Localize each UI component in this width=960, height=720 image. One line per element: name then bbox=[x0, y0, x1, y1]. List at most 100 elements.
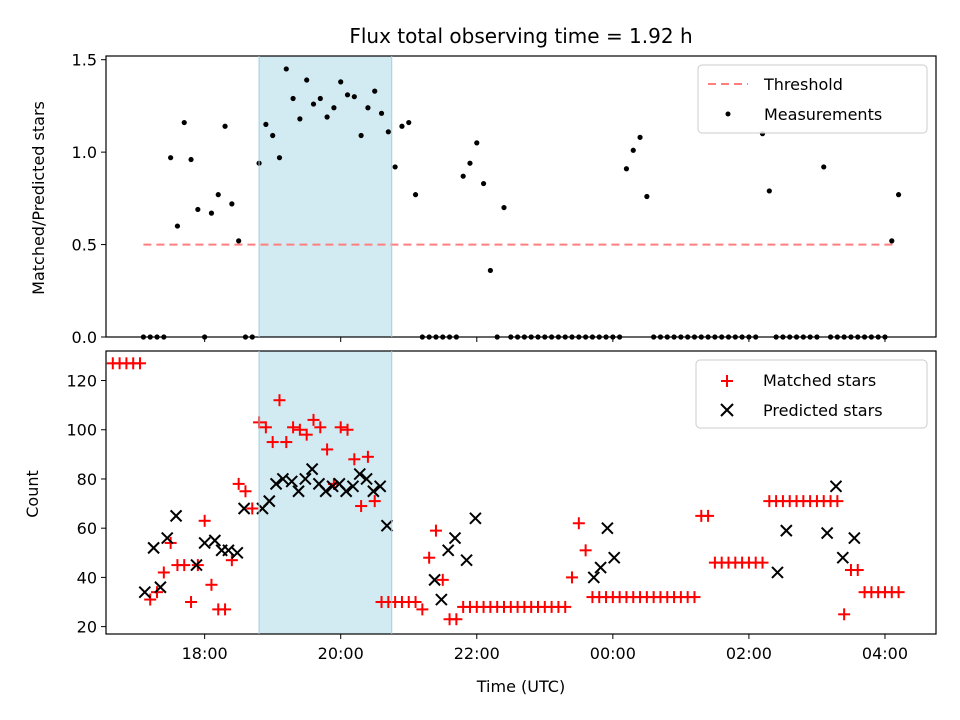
matched-star-point bbox=[293, 423, 306, 436]
predicted-star-point bbox=[326, 480, 339, 493]
predicted-star-point bbox=[154, 581, 167, 594]
measurement-point bbox=[399, 123, 405, 129]
matched-star-point bbox=[198, 514, 211, 527]
matched-star-point bbox=[314, 421, 327, 434]
y-tick-label: 20 bbox=[77, 618, 97, 637]
predicted-star-point bbox=[276, 472, 290, 486]
y-tick-label: 120 bbox=[66, 372, 97, 391]
matched-star-point bbox=[225, 554, 238, 567]
measurement-point bbox=[766, 188, 772, 194]
predicted-star-point bbox=[441, 544, 455, 557]
measurement-point bbox=[637, 134, 643, 140]
x-tick-label: 20:00 bbox=[318, 644, 364, 663]
measurement-point bbox=[236, 238, 242, 244]
predicted-star-point bbox=[587, 571, 601, 584]
predicted-star-point bbox=[360, 472, 373, 486]
matched-star-point bbox=[280, 436, 293, 449]
matched-star-point bbox=[239, 485, 252, 498]
y-tick-label: 40 bbox=[77, 568, 97, 587]
measurement-point bbox=[378, 110, 385, 116]
measurement-point bbox=[215, 192, 221, 198]
predicted-star-point bbox=[380, 519, 394, 532]
matched-star-point bbox=[232, 477, 245, 490]
y-tick-label: 1.0 bbox=[72, 143, 97, 162]
y-tick-label: 80 bbox=[77, 470, 97, 489]
measurement-point bbox=[331, 105, 337, 111]
measurement-point bbox=[304, 77, 310, 83]
chart-title: Flux total observing time = 1.92 h bbox=[349, 24, 692, 48]
matched-star-point bbox=[409, 596, 422, 609]
x-tick-label: 18:00 bbox=[182, 644, 228, 663]
bottom-y-ticks: 20 40 60 80 100 120 bbox=[66, 372, 106, 637]
predicted-star-point bbox=[594, 561, 607, 574]
top-y-ticks: 0.0 0.5 1.0 1.5 bbox=[72, 51, 106, 347]
measurement-point bbox=[385, 129, 391, 135]
measurement-point bbox=[623, 166, 630, 172]
predicted-star-point bbox=[263, 494, 276, 508]
predicted-star-point bbox=[208, 534, 222, 547]
predicted-star-point bbox=[469, 512, 482, 525]
matched-star-point bbox=[851, 564, 864, 577]
predicted-star-point bbox=[231, 546, 244, 559]
matched-star-point bbox=[273, 394, 286, 407]
measurement-point bbox=[460, 173, 466, 179]
x-tick-label: 00:00 bbox=[590, 644, 636, 663]
measurement-point bbox=[181, 119, 187, 126]
matched-star-point bbox=[157, 566, 170, 579]
measurement-point bbox=[392, 164, 398, 170]
measurement-point bbox=[344, 92, 351, 98]
top-x-ticks bbox=[204, 337, 886, 342]
predicted-star-point bbox=[460, 553, 473, 567]
matched-star-point bbox=[838, 608, 851, 621]
measurement-point bbox=[195, 206, 201, 213]
measurement-point bbox=[290, 95, 296, 102]
matched-star-point bbox=[450, 613, 463, 626]
matched-star-point bbox=[559, 600, 572, 613]
predicted-star-point bbox=[319, 485, 332, 498]
measurement-point bbox=[358, 132, 364, 139]
legend-threshold-label: Threshold bbox=[763, 75, 843, 94]
legend-matched-label: Matched stars bbox=[763, 371, 876, 390]
measurement-point bbox=[324, 114, 330, 120]
matched-star-point bbox=[702, 509, 715, 522]
measurement-point bbox=[487, 267, 493, 274]
predicted-star-point bbox=[169, 509, 183, 523]
x-axis-label: Time (UTC) bbox=[476, 677, 565, 696]
predicted-star-point bbox=[138, 585, 151, 599]
predicted-star-point bbox=[601, 521, 614, 535]
measurement-point bbox=[317, 95, 323, 102]
predicted-star-point bbox=[780, 524, 793, 537]
measurement-point bbox=[406, 119, 412, 126]
predicted-star-point bbox=[237, 502, 251, 515]
measurement-point bbox=[412, 192, 419, 198]
measurement-point bbox=[297, 116, 303, 122]
matched-star-point bbox=[579, 544, 592, 557]
measurement-point bbox=[889, 238, 895, 244]
x-tick-label: 22:00 bbox=[454, 644, 500, 663]
matched-star-point bbox=[134, 357, 147, 370]
measurement-point bbox=[229, 201, 235, 207]
bottom-axes-frame bbox=[105, 350, 937, 635]
matched-star-point bbox=[164, 536, 177, 549]
measurement-point bbox=[467, 160, 473, 166]
predicted-star-point bbox=[299, 472, 312, 486]
y-tick-label: 60 bbox=[77, 519, 97, 538]
matched-star-point bbox=[355, 500, 368, 513]
predicted-star-point bbox=[190, 558, 203, 572]
predicted-star-point bbox=[147, 541, 160, 555]
matched-star-point bbox=[259, 421, 272, 434]
measurement-point bbox=[480, 180, 487, 187]
measurement-point bbox=[168, 155, 174, 161]
matched-star-point bbox=[368, 495, 381, 508]
predicted-star-point bbox=[161, 531, 174, 545]
matched-star-point bbox=[205, 578, 218, 591]
matched-star-point bbox=[287, 421, 300, 434]
top-y-axis-label: Matched/Predicted stars bbox=[29, 101, 48, 295]
y-tick-label: 100 bbox=[66, 421, 97, 440]
matched-star-point bbox=[361, 450, 374, 463]
predicted-star-point bbox=[848, 531, 861, 545]
predicted-star-point bbox=[771, 566, 784, 579]
y-tick-label: 0.5 bbox=[72, 236, 97, 255]
predicted-star-point bbox=[269, 477, 283, 491]
measurement-point bbox=[501, 204, 507, 211]
